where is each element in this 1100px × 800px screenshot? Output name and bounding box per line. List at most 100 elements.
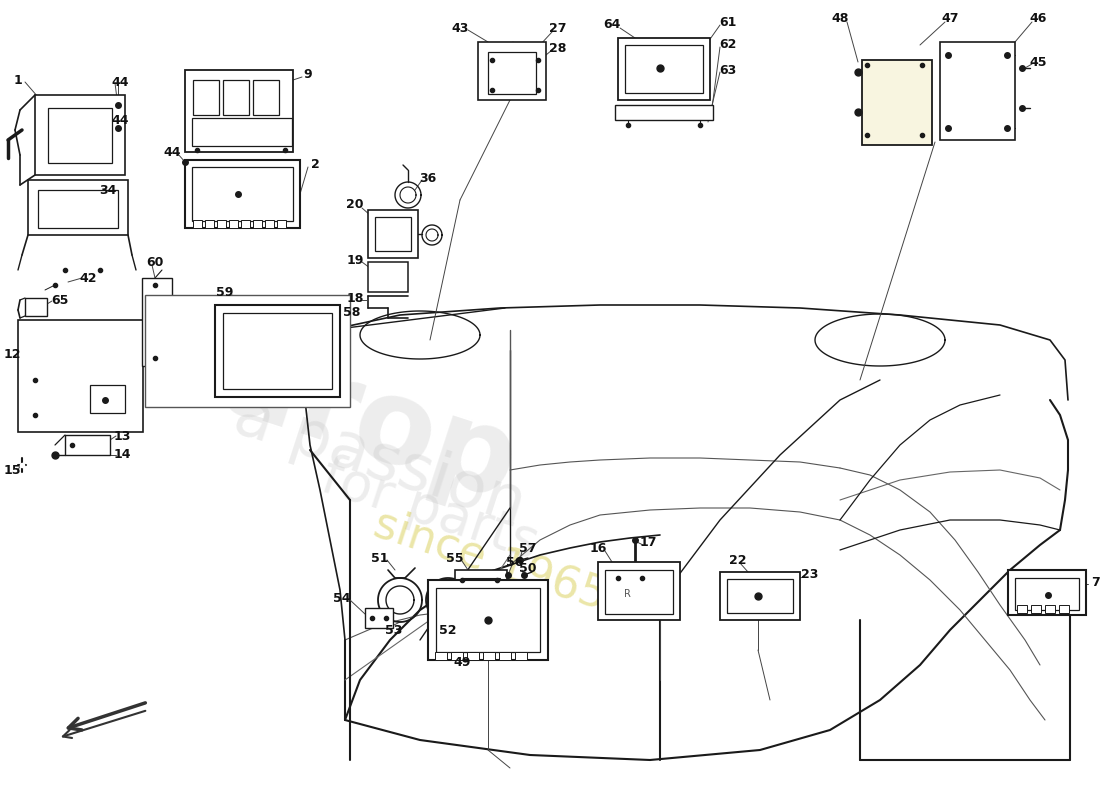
Text: 52: 52 bbox=[439, 623, 456, 637]
Text: 9: 9 bbox=[304, 69, 312, 82]
Bar bbox=[253, 80, 279, 115]
Text: 57: 57 bbox=[519, 542, 537, 554]
Text: 65: 65 bbox=[52, 294, 68, 306]
Bar bbox=[229, 220, 238, 228]
Text: 18: 18 bbox=[346, 291, 364, 305]
Text: 43: 43 bbox=[451, 22, 469, 34]
Bar bbox=[727, 579, 793, 613]
Text: 64: 64 bbox=[603, 18, 620, 31]
Bar bbox=[365, 608, 393, 628]
Text: 50: 50 bbox=[519, 562, 537, 574]
Bar bbox=[625, 45, 703, 93]
Bar bbox=[605, 570, 673, 614]
Bar bbox=[375, 217, 411, 251]
Bar bbox=[434, 652, 447, 660]
Text: 42: 42 bbox=[79, 271, 97, 285]
Text: 54: 54 bbox=[333, 591, 351, 605]
Bar bbox=[499, 652, 512, 660]
Bar bbox=[65, 435, 110, 455]
Text: 44: 44 bbox=[163, 146, 180, 158]
Bar bbox=[28, 180, 128, 235]
Text: since 1965: since 1965 bbox=[368, 502, 612, 618]
Text: 12: 12 bbox=[3, 349, 21, 362]
Bar bbox=[241, 220, 250, 228]
Bar bbox=[1018, 605, 1027, 613]
Bar bbox=[192, 118, 292, 146]
Text: for parts: for parts bbox=[315, 450, 544, 570]
Bar bbox=[1045, 605, 1055, 613]
Text: 15: 15 bbox=[3, 463, 21, 477]
Bar bbox=[478, 42, 546, 100]
Bar bbox=[205, 220, 214, 228]
Text: 23: 23 bbox=[801, 569, 818, 582]
Bar bbox=[185, 160, 300, 228]
Text: 27: 27 bbox=[549, 22, 566, 34]
Bar bbox=[35, 95, 125, 175]
Text: 59: 59 bbox=[217, 286, 233, 298]
Bar bbox=[90, 385, 125, 413]
Text: 1: 1 bbox=[13, 74, 22, 86]
Text: 44: 44 bbox=[111, 77, 129, 90]
Text: 19: 19 bbox=[346, 254, 364, 266]
Text: 45: 45 bbox=[1030, 55, 1047, 69]
Text: a passion: a passion bbox=[227, 384, 534, 536]
Bar bbox=[25, 298, 47, 316]
Text: 55: 55 bbox=[447, 551, 464, 565]
Bar bbox=[253, 220, 262, 228]
Text: 34: 34 bbox=[99, 183, 117, 197]
Bar bbox=[18, 320, 143, 432]
Bar bbox=[1008, 570, 1086, 615]
Bar bbox=[368, 262, 408, 292]
Bar bbox=[192, 167, 293, 221]
Text: 20: 20 bbox=[346, 198, 364, 211]
Bar bbox=[483, 652, 495, 660]
Text: 63: 63 bbox=[719, 63, 737, 77]
Text: 58: 58 bbox=[343, 306, 361, 319]
Text: 17: 17 bbox=[639, 535, 657, 549]
Bar bbox=[451, 652, 463, 660]
Text: 46: 46 bbox=[1030, 11, 1047, 25]
Bar bbox=[217, 220, 226, 228]
Text: 13: 13 bbox=[113, 430, 131, 442]
Bar bbox=[48, 108, 112, 163]
Bar bbox=[214, 305, 340, 397]
Bar bbox=[1031, 605, 1041, 613]
Bar bbox=[462, 578, 501, 603]
Bar bbox=[192, 220, 202, 228]
Text: 62: 62 bbox=[719, 38, 737, 51]
Bar bbox=[145, 295, 350, 407]
Text: 16: 16 bbox=[590, 542, 607, 554]
Bar bbox=[862, 60, 932, 145]
Bar bbox=[368, 210, 418, 258]
Bar bbox=[618, 38, 710, 100]
Bar bbox=[436, 588, 540, 652]
Text: 36: 36 bbox=[419, 171, 437, 185]
Bar bbox=[142, 278, 172, 366]
Text: 22: 22 bbox=[729, 554, 747, 566]
Bar bbox=[277, 220, 286, 228]
Bar bbox=[39, 190, 118, 228]
Bar bbox=[468, 652, 478, 660]
Bar bbox=[223, 313, 332, 389]
Text: 28: 28 bbox=[549, 42, 566, 54]
Bar bbox=[1015, 578, 1079, 610]
Text: 51: 51 bbox=[372, 551, 388, 565]
Bar bbox=[1059, 605, 1069, 613]
Bar bbox=[185, 70, 293, 152]
Bar bbox=[223, 80, 249, 115]
Bar bbox=[720, 572, 800, 620]
Text: 44: 44 bbox=[111, 114, 129, 126]
Text: 47: 47 bbox=[942, 11, 959, 25]
Text: 2: 2 bbox=[310, 158, 319, 171]
Text: 14: 14 bbox=[113, 449, 131, 462]
Text: 48: 48 bbox=[832, 11, 849, 25]
Bar bbox=[455, 570, 507, 608]
Bar bbox=[598, 562, 680, 620]
Text: 49: 49 bbox=[453, 655, 471, 669]
Bar bbox=[265, 220, 274, 228]
Text: 7: 7 bbox=[1090, 575, 1099, 589]
Bar bbox=[515, 652, 527, 660]
Text: R: R bbox=[624, 589, 630, 599]
Text: europ: europ bbox=[128, 295, 532, 525]
Text: 53: 53 bbox=[385, 623, 403, 637]
